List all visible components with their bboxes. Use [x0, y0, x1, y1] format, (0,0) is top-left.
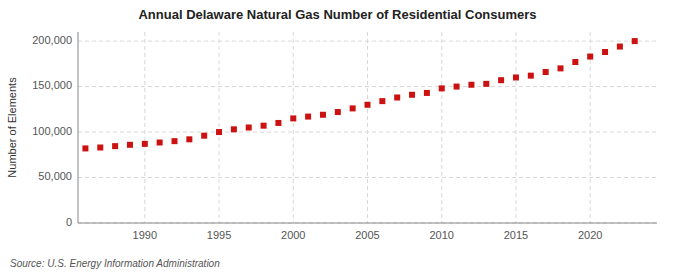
point — [82, 145, 88, 151]
y-tick-label: 200,000 — [32, 34, 72, 46]
point — [365, 102, 371, 108]
point — [394, 94, 400, 100]
point — [617, 44, 623, 50]
point — [290, 115, 296, 121]
point — [112, 143, 118, 149]
x-grid-line — [219, 32, 220, 223]
axes: 0 50,000 100,000 150,000 200,000 1990 1995 2000… — [32, 32, 657, 241]
point — [483, 81, 489, 87]
point — [127, 142, 133, 148]
x-grid-line — [441, 32, 442, 223]
point — [335, 109, 341, 115]
point — [231, 126, 237, 132]
point — [172, 138, 178, 144]
point — [246, 125, 252, 131]
point — [350, 105, 356, 111]
y-axis-line — [78, 32, 79, 223]
chart-svg: 0 50,000 100,000 150,000 200,000 1990 1995 2000… — [0, 0, 675, 275]
point — [409, 92, 415, 98]
y-grid-line — [78, 177, 657, 178]
grid — [78, 32, 657, 223]
x-grid-line — [144, 32, 145, 223]
y-axis-label: Number of Elements — [6, 77, 18, 178]
point — [632, 38, 638, 44]
point — [543, 69, 549, 75]
point — [379, 98, 385, 104]
x-axis-line — [78, 223, 657, 224]
x-grid-line — [590, 32, 591, 223]
x-tick-label: 1995 — [207, 229, 231, 241]
y-tick-label: 50,000 — [38, 170, 72, 182]
point — [498, 77, 504, 83]
y-tick-label: 150,000 — [32, 79, 72, 91]
x-grid-line — [293, 32, 294, 223]
point — [424, 90, 430, 96]
x-grid-line — [515, 32, 516, 223]
point — [201, 133, 207, 139]
chart-container: 0 50,000 100,000 150,000 200,000 1990 1995 2000… — [0, 0, 675, 275]
point — [587, 54, 593, 60]
points — [82, 38, 637, 151]
point — [320, 112, 326, 118]
point — [528, 73, 534, 79]
y-grid-line — [78, 223, 657, 224]
x-tick-label: 2005 — [355, 229, 379, 241]
point — [439, 85, 445, 91]
point — [186, 136, 192, 142]
source: Source: U.S. Energy Information Administ… — [10, 258, 220, 269]
point — [454, 84, 460, 90]
y-grid-line — [78, 86, 657, 87]
point — [558, 65, 564, 71]
x-tick-label: 2020 — [578, 229, 602, 241]
point — [602, 49, 608, 55]
point — [305, 114, 311, 120]
x-grid-line — [367, 32, 368, 223]
x-tick-label: 2015 — [504, 229, 528, 241]
x-tick-label: 2000 — [281, 229, 305, 241]
y-tick-label: 0 — [66, 216, 72, 228]
point — [513, 74, 519, 80]
point — [261, 123, 267, 129]
point — [97, 145, 103, 151]
x-tick-label: 1990 — [133, 229, 157, 241]
point — [468, 82, 474, 88]
point — [216, 129, 222, 135]
x-tick-label: 2010 — [429, 229, 453, 241]
point — [157, 140, 163, 146]
y-tick-label: 100,000 — [32, 125, 72, 137]
point — [572, 59, 578, 65]
point — [142, 141, 148, 147]
point — [275, 120, 281, 126]
title: Annual Delaware Natural Gas Number of Re… — [138, 7, 536, 22]
